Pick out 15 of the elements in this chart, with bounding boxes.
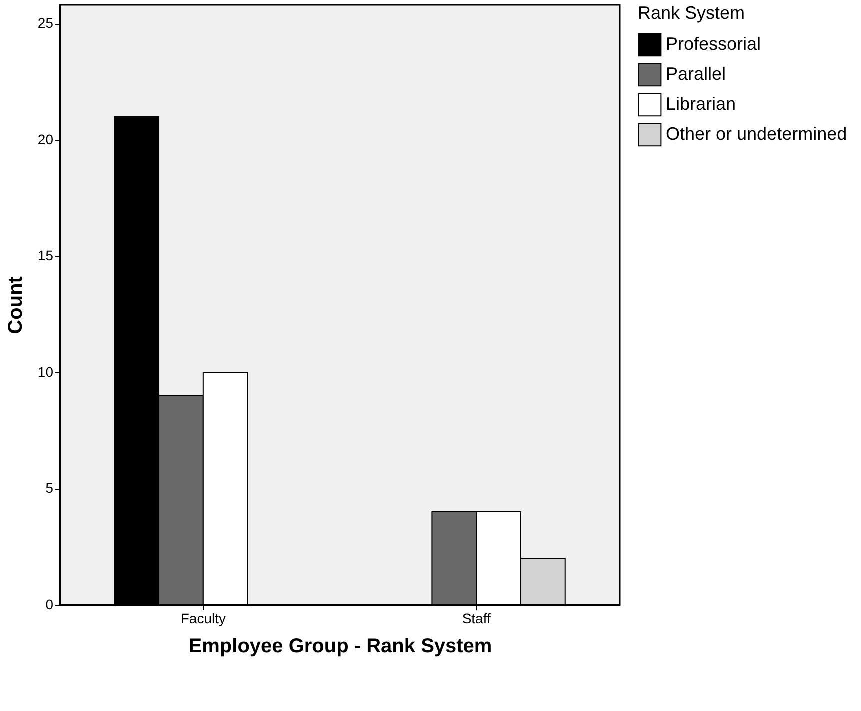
- y-tick-label: 0: [46, 596, 54, 612]
- legend-label: Librarian: [666, 94, 736, 114]
- y-tick-label: 5: [46, 480, 54, 496]
- legend-label: Professorial: [666, 34, 762, 54]
- y-tick-label: 10: [38, 364, 54, 380]
- y-tick-label: 20: [38, 131, 54, 148]
- x-axis-title: Employee Group - Rank System: [188, 636, 492, 658]
- y-tick-label: 25: [38, 15, 54, 32]
- y-tick-label: 15: [38, 248, 54, 264]
- legend-title: Rank System: [638, 3, 746, 23]
- legend-label: Parallel: [666, 64, 726, 84]
- y-axis-title: Count: [4, 276, 27, 334]
- x-tick-label: Staff: [462, 610, 491, 626]
- legend-label: Other or undetermined: [666, 124, 848, 144]
- x-tick-label: Faculty: [180, 610, 226, 626]
